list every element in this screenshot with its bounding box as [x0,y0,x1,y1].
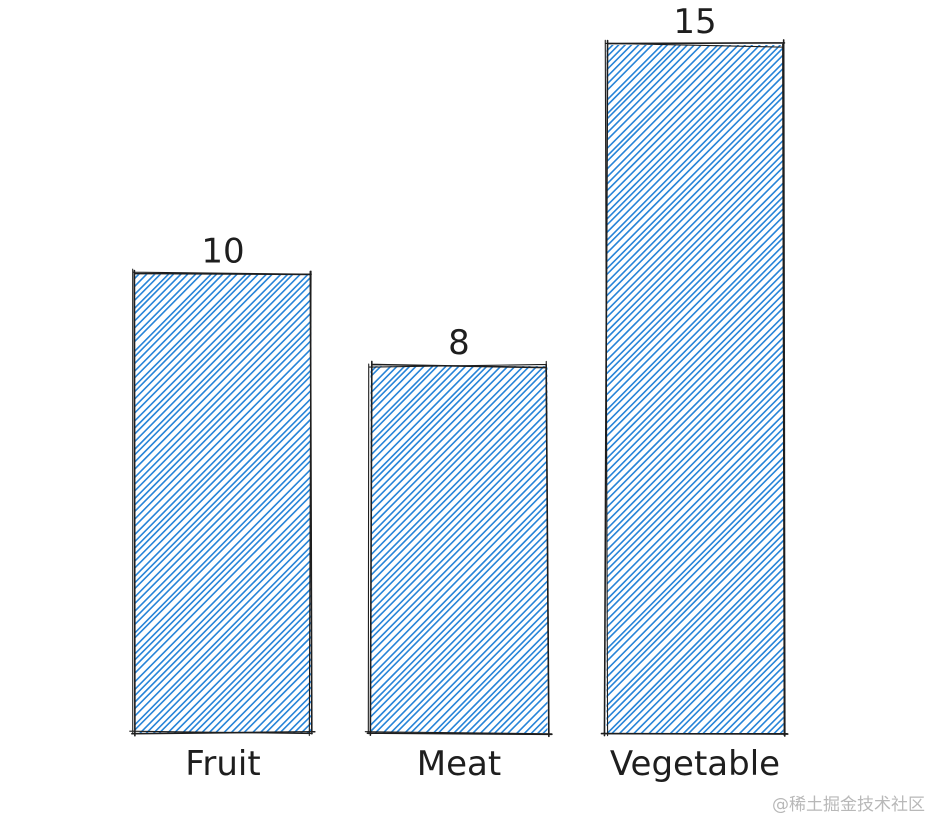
bar-hachure [370,366,548,733]
bar-outline [604,39,788,737]
bar-outline [364,360,553,737]
category-label-fruit: Fruit [185,744,260,784]
value-label-vegetable: 15 [673,2,716,42]
bars-layer [129,39,789,738]
watermark: @稀土掘金技术社区 [772,795,925,815]
value-label-meat: 8 [448,323,470,363]
bar-outline [129,268,313,737]
bar-outline [600,39,789,737]
bar-fruit [129,268,316,737]
value-label-fruit: 10 [201,231,244,271]
labels-layer: 10 Fruit 8 Meat 15 Vegetable [185,2,780,784]
bar-meat [364,360,553,738]
category-label-meat: Meat [417,744,501,784]
bar-vegetable [600,39,789,737]
bar-outline [131,269,316,737]
bar-hachure [606,45,784,733]
bar-hachure [134,274,312,733]
category-label-vegetable: Vegetable [610,744,780,784]
